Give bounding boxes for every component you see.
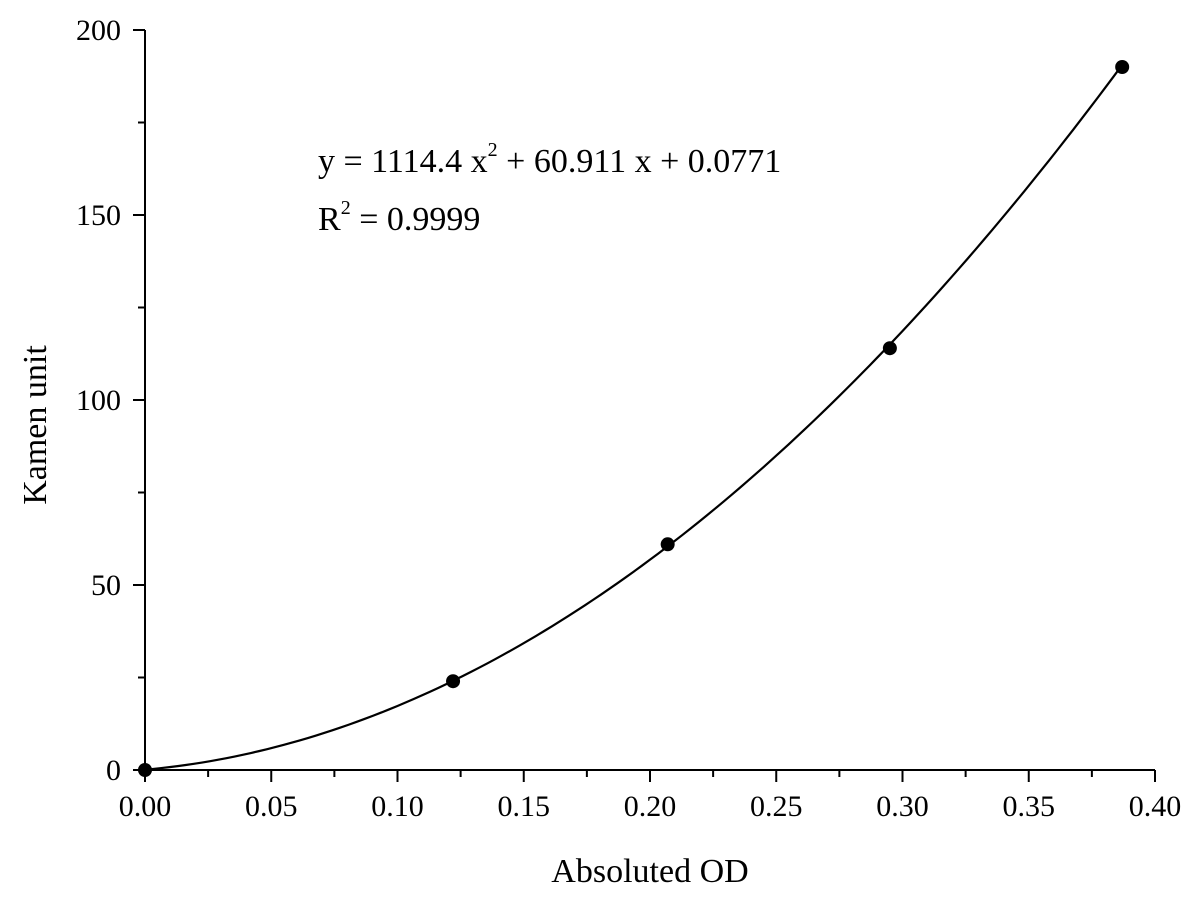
x-axis-title: Absoluted OD	[551, 853, 748, 890]
fit-equation-lhs: y = 1114.4 x	[318, 143, 488, 180]
fit-equation: y = 1114.4 x2 + 60.911 x + 0.0771	[318, 139, 781, 180]
data-points	[138, 60, 1130, 777]
fit-equation-exponent: 2	[488, 139, 498, 161]
y-tick-label: 150	[76, 199, 121, 232]
x-tick-label: 0.15	[498, 790, 551, 823]
r-squared-lhs: R	[318, 201, 341, 238]
data-point	[138, 763, 152, 777]
x-axis-ticks: 0.00 0.05 0.10 0.15 0.20 0.25 0.30 0.35 0.40	[119, 770, 1182, 823]
x-tick-label: 0.35	[1003, 790, 1056, 823]
data-point	[1115, 60, 1130, 74]
fit-curve	[144, 64, 1124, 771]
data-point	[882, 341, 897, 356]
x-tick-label: 0.10	[371, 790, 424, 823]
data-point	[446, 674, 461, 689]
r-squared-rhs: = 0.9999	[351, 201, 481, 238]
x-tick-label: 0.40	[1129, 790, 1182, 823]
fit-equation-rhs: + 60.911 x + 0.0771	[498, 143, 782, 180]
x-tick-label: 0.05	[245, 790, 298, 823]
y-tick-label: 0	[106, 754, 121, 787]
y-axis-title: Kamen unit	[17, 345, 54, 505]
x-tick-label: 0.30	[876, 790, 929, 823]
r-squared: R2 = 0.9999	[318, 197, 480, 238]
data-point	[660, 537, 675, 552]
y-tick-label: 100	[76, 384, 121, 417]
y-axis-ticks: 0 50 100 150 200	[76, 14, 145, 787]
x-tick-label: 0.25	[750, 790, 803, 823]
x-tick-label: 0.20	[624, 790, 677, 823]
y-tick-label: 50	[91, 569, 121, 602]
y-tick-label: 200	[76, 14, 121, 47]
x-tick-label: 0.00	[119, 790, 172, 823]
r-squared-exponent: 2	[341, 197, 351, 219]
